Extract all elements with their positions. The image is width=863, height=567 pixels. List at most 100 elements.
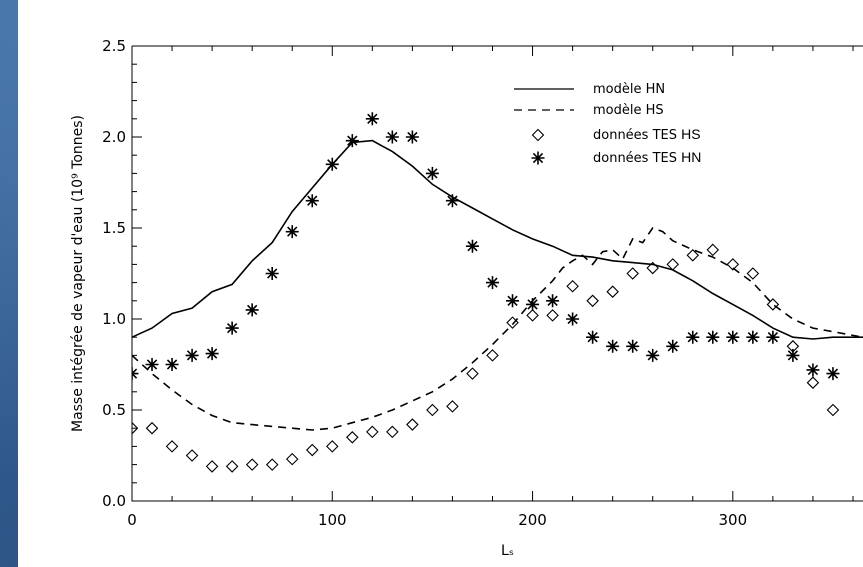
data-point-asterisk <box>586 330 600 344</box>
y-tick-label: 0.0 <box>102 492 126 510</box>
data-point-diamond <box>586 294 599 308</box>
data-point-asterisk <box>445 194 459 208</box>
data-point-asterisk <box>305 194 319 208</box>
series-solid <box>132 139 863 340</box>
data-point-asterisk <box>606 339 620 353</box>
data-point-asterisk <box>265 267 279 280</box>
data-point-diamond <box>165 440 179 453</box>
data-point-diamond <box>506 316 519 329</box>
data-point-diamond <box>826 403 840 417</box>
series-dashed <box>132 227 863 431</box>
data-point-diamond <box>566 279 579 293</box>
data-point-diamond <box>265 458 279 471</box>
series-line-solid <box>132 139 863 340</box>
legend-label-prefix: modèle HS <box>593 103 664 118</box>
y-axis-title: Masse intégrée de vapeur d'eau (10⁹ Tonn… <box>70 115 86 432</box>
data-point-diamond <box>706 243 720 257</box>
series-line-dashed <box>132 227 863 431</box>
data-point-diamond <box>526 309 539 322</box>
data-point-asterisk <box>726 330 740 344</box>
data-point-asterisk <box>506 294 520 308</box>
data-point-diamond <box>225 460 239 473</box>
water-vapor-chart: 0 100 200 300 0.0 0.5 1.0 1.5 2.0 2.5 modèle HN mo… <box>70 37 863 559</box>
series-diamond <box>132 243 840 473</box>
chart-panel: 0 100 200 300 0.0 0.5 1.0 1.5 2.0 2.5 modèle HN mo… <box>18 0 863 567</box>
data-point-asterisk <box>686 330 700 344</box>
y-tick-label: 2.5 <box>102 37 126 55</box>
data-point-asterisk <box>786 348 800 362</box>
data-point-diamond <box>606 285 619 298</box>
data-point-diamond <box>486 349 499 362</box>
data-point-diamond <box>806 376 820 389</box>
data-point-diamond <box>386 425 399 439</box>
legend-swatch-diamond <box>531 128 545 142</box>
x-axis-title: Lₛ <box>501 543 514 559</box>
data-point-diamond <box>346 431 359 444</box>
data-point-asterisk <box>325 157 339 171</box>
data-point-diamond <box>305 443 319 457</box>
data-point-asterisk <box>385 130 399 144</box>
data-point-diamond <box>646 261 659 275</box>
data-point-asterisk <box>205 347 219 361</box>
data-point-diamond <box>626 267 639 280</box>
series-asterisk <box>132 112 840 381</box>
data-point-asterisk <box>185 348 199 362</box>
data-point-diamond <box>185 449 199 462</box>
legend-label-suffix: HN <box>681 149 701 165</box>
data-point-asterisk <box>485 276 499 290</box>
data-point-asterisk <box>425 166 439 180</box>
legend-label: données TES HN <box>593 149 701 166</box>
data-point-asterisk <box>546 294 560 308</box>
legend-label-prefix: données TES <box>593 128 681 143</box>
data-point-asterisk <box>405 130 419 144</box>
data-point-asterisk <box>465 239 479 253</box>
y-tick-label: 1.5 <box>102 219 126 237</box>
data-point-diamond <box>746 267 760 280</box>
x-tick-label: 100 <box>318 511 347 529</box>
data-point-asterisk <box>345 134 359 148</box>
data-point-diamond <box>666 258 680 271</box>
data-point-asterisk <box>706 330 720 344</box>
data-point-asterisk <box>666 339 680 353</box>
data-point-diamond <box>325 440 339 453</box>
data-point-diamond <box>426 403 439 417</box>
data-point-diamond <box>205 460 219 473</box>
legend-label-prefix: modèle HN <box>593 82 665 97</box>
data-point-diamond <box>366 425 379 439</box>
data-point-asterisk <box>526 297 540 311</box>
data-point-diamond <box>546 309 559 322</box>
data-point-asterisk <box>566 312 580 326</box>
data-point-diamond <box>766 298 780 311</box>
x-tick-label: 0 <box>127 511 137 529</box>
data-point-diamond <box>446 400 459 413</box>
legend-label-suffix: HS <box>681 126 700 142</box>
data-point-diamond <box>145 421 159 435</box>
data-point-asterisk <box>766 330 780 344</box>
x-tick-label: 200 <box>518 511 547 529</box>
data-point-asterisk <box>646 348 660 362</box>
legend-label-prefix: données TES <box>593 151 681 166</box>
data-point-asterisk <box>746 330 760 344</box>
data-point-asterisk <box>145 358 159 371</box>
data-point-diamond <box>132 421 139 435</box>
x-tick-label: 300 <box>719 511 748 529</box>
axes: 0 100 200 300 0.0 0.5 1.0 1.5 2.0 2.5 <box>102 37 863 529</box>
data-point-diamond <box>726 258 740 271</box>
legend-swatch-asterisk <box>531 151 545 165</box>
y-tick-label: 0.5 <box>102 401 126 419</box>
legend-label: modèle HN <box>593 82 665 97</box>
plot-area <box>132 112 863 473</box>
data-point-asterisk <box>626 339 640 353</box>
data-point-asterisk <box>826 367 840 381</box>
legend-label: modèle HS <box>593 103 664 118</box>
y-tick-label: 2.0 <box>102 128 126 146</box>
y-tick-label: 1.0 <box>102 310 126 328</box>
data-point-asterisk <box>285 225 299 239</box>
data-point-diamond <box>686 249 700 262</box>
legend-label: données TES HS <box>593 126 701 143</box>
data-point-diamond <box>406 418 419 431</box>
data-point-asterisk <box>365 112 379 126</box>
data-point-asterisk <box>165 358 179 371</box>
data-point-diamond <box>285 452 299 466</box>
